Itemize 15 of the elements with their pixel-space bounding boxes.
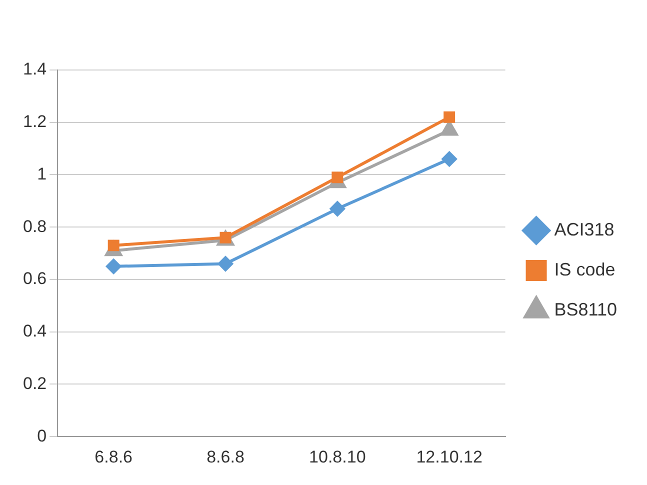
legend-label: BS8110 [554,299,617,320]
legend-label: ACI318 [554,219,614,240]
x-tick-label: 6.8.6 [94,447,132,466]
y-tick-label: 1 [37,164,47,184]
y-tick-label: 0.6 [22,269,47,288]
y-tick-label: 0.2 [22,374,47,393]
y-tick-label: 0 [37,426,47,446]
y-tick-label: 0.8 [22,216,47,236]
x-tick-label: 12.10.12 [416,447,482,466]
legend-label: IS code [554,259,616,280]
x-tick-label: 10.8.10 [309,447,366,466]
x-tick-label: 8.6.8 [206,447,244,466]
y-tick-label: 1.4 [22,60,47,79]
y-tick-label: 0.4 [22,322,47,341]
y-tick-label: 1.2 [22,112,47,132]
